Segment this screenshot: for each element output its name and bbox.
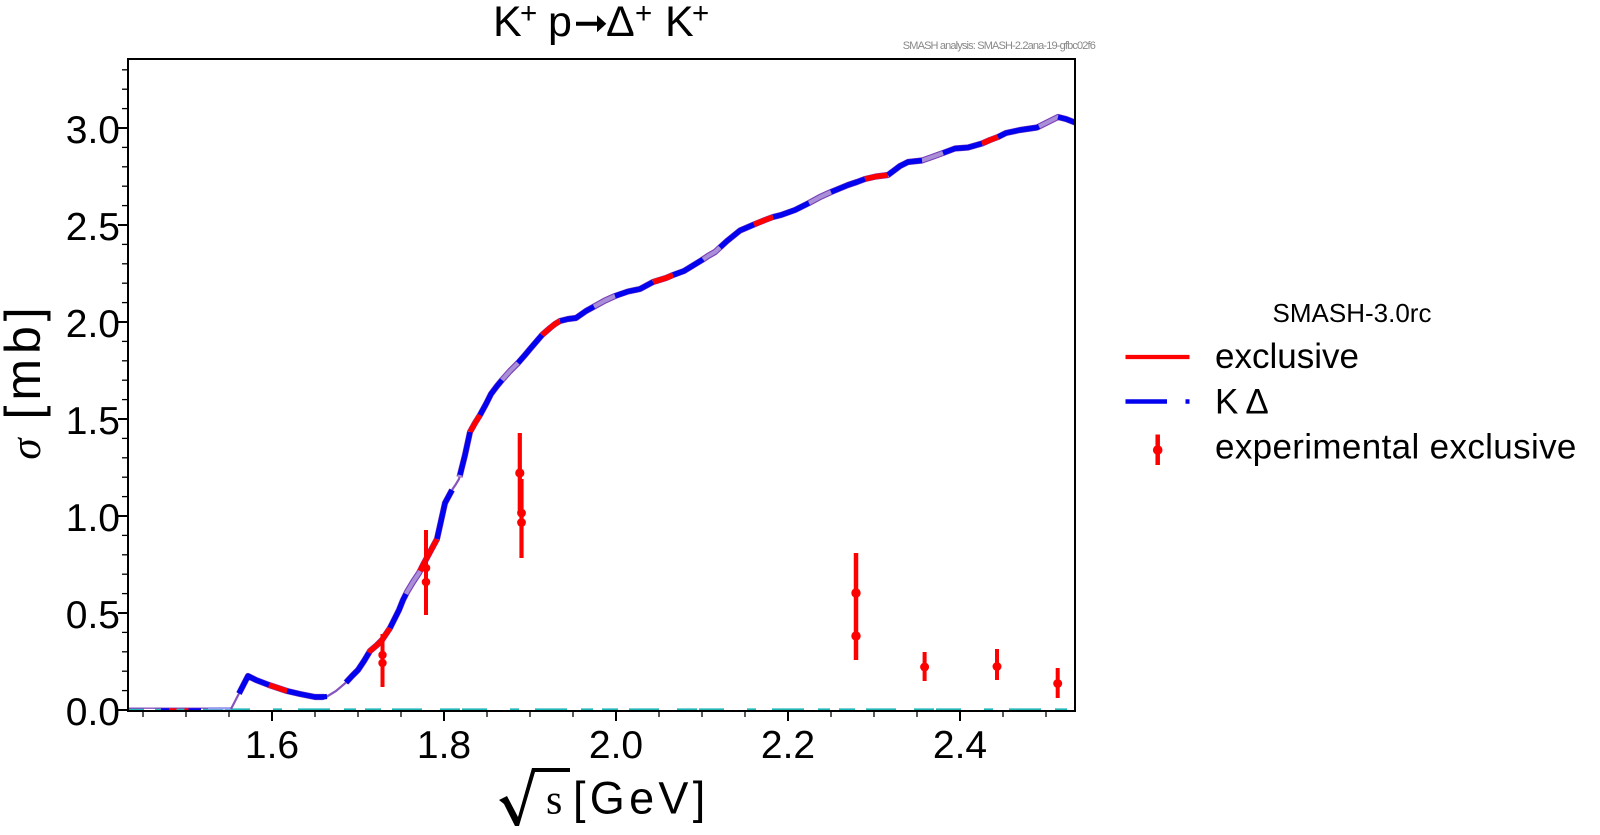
svg-text:p: p: [548, 0, 572, 46]
svg-text:experimental exclusive: experimental exclusive: [1215, 428, 1577, 467]
svg-text:0.5: 0.5: [66, 594, 120, 637]
svg-text:1.8: 1.8: [417, 724, 471, 767]
svg-text:0.0: 0.0: [66, 691, 120, 734]
svg-text:SMASH analysis: SMASH-2.2ana-1: SMASH analysis: SMASH-2.2ana-19-gfbc02f6: [903, 40, 1096, 52]
svg-text:2.4: 2.4: [933, 724, 987, 767]
svg-text:K: K: [665, 0, 694, 46]
svg-text:2.2: 2.2: [761, 724, 815, 767]
svg-text:Δ: Δ: [606, 0, 635, 46]
svg-text:+: +: [520, 0, 537, 30]
svg-text:[GeV]: [GeV]: [573, 773, 710, 824]
svg-text:σ [mb]: σ [mb]: [0, 302, 51, 459]
svg-text:s: s: [546, 778, 562, 824]
svg-text:2.5: 2.5: [66, 206, 120, 249]
svg-text:K Δ: K Δ: [1215, 383, 1269, 422]
svg-text:1.6: 1.6: [245, 724, 299, 767]
svg-text:+: +: [635, 0, 652, 30]
svg-text:K: K: [493, 0, 522, 46]
svg-text:3.0: 3.0: [66, 109, 120, 152]
svg-text:2.0: 2.0: [66, 303, 120, 346]
svg-text:exclusive: exclusive: [1215, 337, 1359, 376]
svg-text:SMASH-3.0rc: SMASH-3.0rc: [1273, 298, 1432, 328]
svg-text:2.0: 2.0: [589, 724, 643, 767]
svg-text:1.0: 1.0: [66, 497, 120, 540]
svg-text:1.5: 1.5: [66, 400, 120, 443]
svg-text:+: +: [692, 0, 709, 30]
